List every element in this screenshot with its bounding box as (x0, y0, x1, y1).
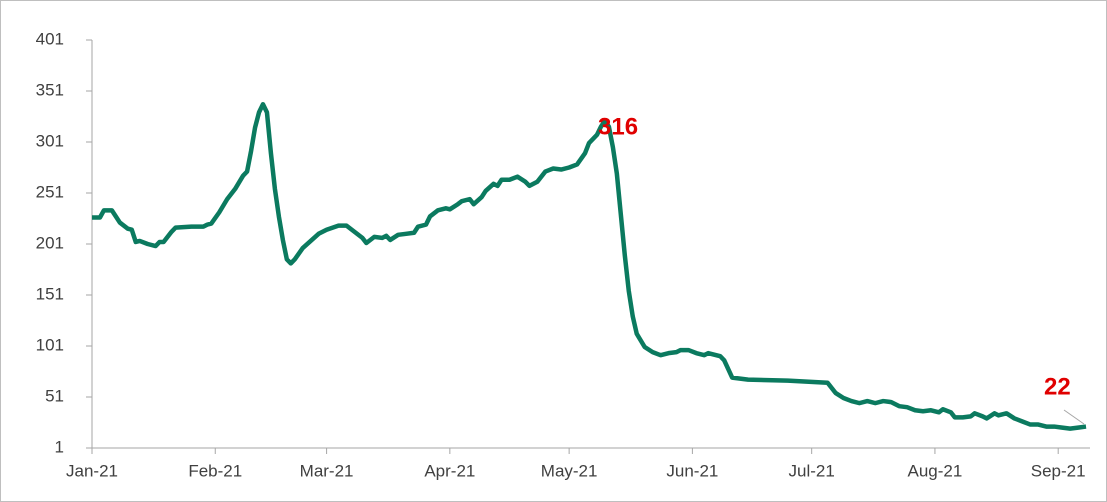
y-tick-label: 201 (36, 233, 64, 252)
y-tick-label: 251 (36, 182, 64, 201)
x-tick-label: Aug-21 (908, 461, 963, 480)
y-tick-label: 1 (55, 437, 64, 456)
annotation: 22 (1044, 373, 1071, 400)
y-tick-label: 151 (36, 284, 64, 303)
y-tick-label: 101 (36, 335, 64, 354)
annotation: 316 (598, 113, 638, 140)
x-tick-label: Apr-21 (424, 461, 475, 480)
y-tick-label: 401 (36, 29, 64, 48)
x-tick-label: May-21 (541, 461, 598, 480)
y-tick-label: 301 (36, 131, 64, 150)
annotation-leader (1063, 409, 1085, 425)
x-tick-label: Mar-21 (300, 461, 354, 480)
y-tick-label: 51 (45, 386, 64, 405)
x-tick-label: Sep-21 (1031, 461, 1086, 480)
x-tick-label: Feb-21 (188, 461, 242, 480)
y-tick-label: 351 (36, 80, 64, 99)
line-series (92, 102, 1087, 431)
x-tick-label: Jun-21 (666, 461, 718, 480)
x-tick-label: Jan-21 (66, 461, 118, 480)
x-tick-label: Jul-21 (789, 461, 835, 480)
